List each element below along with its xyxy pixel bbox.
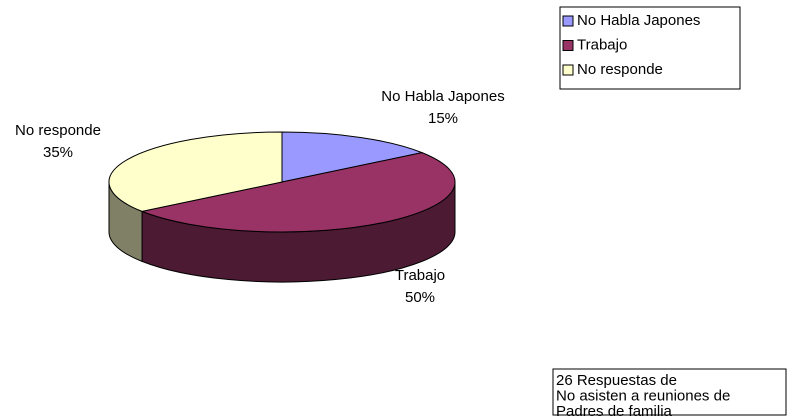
legend-swatch [562, 64, 574, 76]
legend-box [559, 6, 741, 90]
annotation-line: No asisten a reuniones de [556, 387, 730, 404]
data-label-name: Trabajo [395, 267, 445, 284]
data-label-value: 50% [405, 289, 435, 306]
annotation-line: Padres de familia [556, 403, 673, 416]
data-label-name: No responde [15, 122, 101, 139]
legend-label: Trabajo [577, 36, 627, 53]
legend-label: No Habla Japones [577, 12, 700, 29]
pie-slice [281, 131, 424, 183]
data-label-value: 35% [43, 144, 73, 161]
legend-swatch [562, 15, 574, 27]
pie-slice [140, 152, 456, 233]
data-label-value: 15% [428, 110, 458, 127]
data-label-name: No Habla Japones [381, 88, 504, 105]
annotation-line: 26 Respuestas de [556, 372, 677, 389]
legend-swatch [562, 40, 574, 51]
legend-label: No responde [577, 61, 663, 78]
annotation-box [552, 368, 787, 416]
pie-slice [108, 131, 283, 212]
